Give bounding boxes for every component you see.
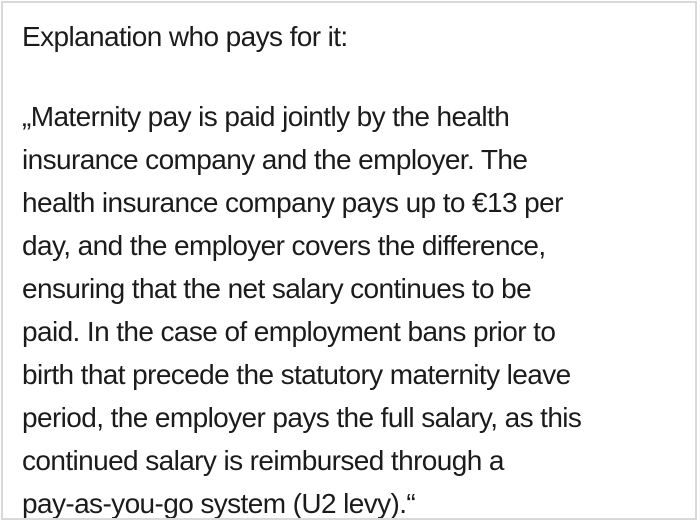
text-card: Explanation who pays for it: „Maternity …: [1, 1, 697, 520]
paragraph-line: health insurance company pays up to €13 …: [22, 187, 563, 218]
paragraph-line: pay-as-you-go system (U2 levy).“: [22, 488, 416, 519]
paragraph-line: day, and the employer covers the differe…: [22, 230, 546, 261]
paragraph-line: insurance company and the employer. The: [22, 144, 528, 175]
quote-paragraph: „Maternity pay is paid jointly by the he…: [22, 95, 679, 519]
paragraph-line: period, the employer pays the full salar…: [22, 402, 582, 433]
paragraph-line: continued salary is reimbursed through a: [22, 445, 504, 476]
paragraph-line: „Maternity pay is paid jointly by the he…: [22, 101, 510, 132]
paragraph-line: paid. In the case of employment bans pri…: [22, 316, 556, 347]
paragraph-line: ensuring that the net salary continues t…: [22, 273, 532, 304]
explanation-heading: Explanation who pays for it:: [22, 21, 348, 52]
paragraph-line: birth that precede the statutory materni…: [22, 359, 571, 390]
